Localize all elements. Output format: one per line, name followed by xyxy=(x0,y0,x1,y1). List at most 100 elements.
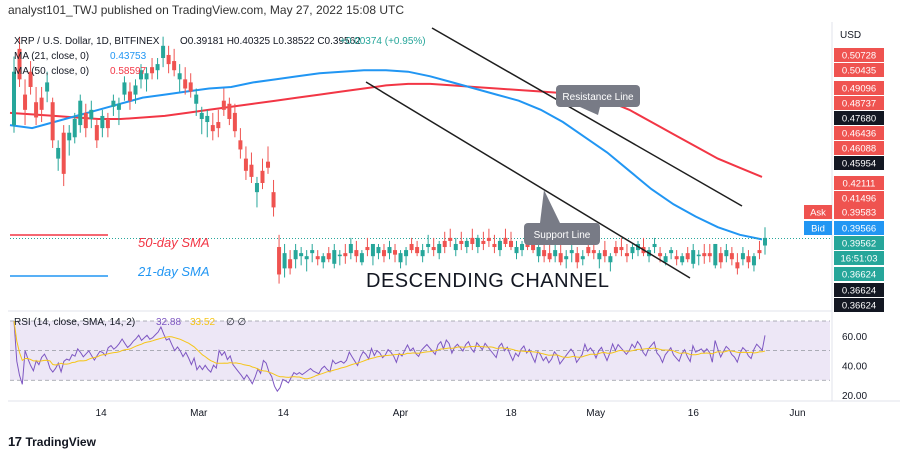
price-tag-bg xyxy=(834,48,884,62)
price-tag-bg xyxy=(834,126,884,140)
price-tag-label: 0.50728 xyxy=(842,51,876,62)
candle-body xyxy=(183,79,188,89)
candle-body xyxy=(591,250,596,254)
support-line xyxy=(365,81,691,279)
price-tag-bg xyxy=(834,236,884,250)
candle-body xyxy=(238,140,243,150)
candle-body xyxy=(486,237,491,241)
candle-body xyxy=(172,61,177,71)
candle-body xyxy=(420,250,425,257)
candle-body xyxy=(729,253,734,260)
rsi-tick-label: 60.00 xyxy=(842,332,867,343)
price-tag-label: 0.47680 xyxy=(842,114,876,125)
candle-body xyxy=(663,256,668,263)
price-tag-bg xyxy=(834,176,884,190)
candle-body xyxy=(746,256,751,263)
sma50-label: 50-day SMA xyxy=(138,235,210,250)
price-tag-label: 0.36624 xyxy=(842,286,876,297)
candle-body xyxy=(702,253,707,257)
candle-body xyxy=(155,64,160,71)
time-tick-label: 14 xyxy=(278,408,290,419)
price-tag-label: 0.41496 xyxy=(842,194,876,205)
candle-body xyxy=(376,247,381,254)
support-callout-box xyxy=(524,223,600,245)
candle-body xyxy=(531,243,536,251)
currency-label: USD xyxy=(840,30,861,41)
ma-legend-label: MA (50, close, 0) xyxy=(14,66,89,77)
candle-body xyxy=(740,253,745,260)
candle-body xyxy=(564,256,569,260)
rsi-nan-glyphs: ∅ ∅ xyxy=(226,317,246,328)
candle-body xyxy=(735,262,740,269)
candle-body xyxy=(575,253,580,263)
candle-body xyxy=(166,54,171,65)
time-tick-label: 16 xyxy=(688,408,700,419)
candle-body xyxy=(139,70,144,80)
candle-body xyxy=(343,253,348,257)
candle-body xyxy=(266,161,271,168)
candle-body xyxy=(757,250,762,254)
candle-body xyxy=(100,115,105,129)
candle-body xyxy=(658,253,663,257)
price-tag-bg xyxy=(834,111,884,125)
candle-body xyxy=(497,240,502,251)
candle-body xyxy=(17,48,22,80)
candle-body xyxy=(23,94,28,110)
resistance-line xyxy=(431,27,743,207)
candle-body xyxy=(365,247,370,251)
price-tag-bg xyxy=(834,221,884,235)
candle-body xyxy=(680,256,685,263)
ma-legend-label: MA (21, close, 0) xyxy=(14,51,89,62)
time-tick-label: May xyxy=(586,408,605,419)
rsi-ma-line xyxy=(13,320,766,380)
candle-body xyxy=(685,253,690,260)
ohlc-change: +0.00374 (+0.95%) xyxy=(340,36,426,47)
resistance-callout-box xyxy=(556,85,640,107)
candle-body xyxy=(387,247,392,254)
candle-body xyxy=(194,94,199,104)
candle-body xyxy=(271,192,276,208)
candle-body xyxy=(569,250,574,254)
candle-body xyxy=(580,256,585,260)
candle-body xyxy=(558,253,563,263)
publisher-line: analyst101_TWJ published on TradingView.… xyxy=(8,3,404,17)
candle-body xyxy=(67,132,72,141)
candle-body xyxy=(437,243,442,254)
candle-body xyxy=(602,250,607,257)
candle-body xyxy=(332,250,337,264)
rsi-legend-label: RSI (14, close, SMA, 14, 2) xyxy=(14,317,135,328)
support-callout-pointer xyxy=(540,190,560,223)
candle-body xyxy=(426,243,431,248)
candle-body xyxy=(398,253,403,263)
candle-body xyxy=(542,250,547,257)
candle-body xyxy=(304,256,309,260)
candle-body xyxy=(470,237,475,244)
candle-body xyxy=(718,253,723,263)
candle-body xyxy=(415,247,420,254)
candle-body xyxy=(116,103,121,110)
candle-body xyxy=(61,132,66,174)
price-tag-label: 0.39566 xyxy=(842,224,876,235)
candle-body xyxy=(337,254,342,257)
candle-body xyxy=(674,256,679,260)
price-tag-label: 0.48737 xyxy=(842,99,876,110)
tradingview-brand: 17 TradingView xyxy=(8,434,96,449)
ask-tag-bg xyxy=(804,205,832,219)
ma-legend-value: 0.43753 xyxy=(110,51,147,62)
candle-body xyxy=(508,240,513,248)
candle-body xyxy=(105,118,110,129)
time-tick-label: 18 xyxy=(506,408,518,419)
ma50-line xyxy=(9,82,763,178)
price-tag-label: 0.39562 xyxy=(842,239,876,250)
candle-body xyxy=(481,240,486,244)
candle-body xyxy=(127,91,132,101)
candle-body xyxy=(122,82,127,95)
candle-body xyxy=(133,85,138,95)
bid-tag-bg xyxy=(804,221,832,235)
price-tag-bg xyxy=(834,156,884,170)
candle-body xyxy=(78,100,83,126)
candle-body xyxy=(111,100,116,107)
ma-legend-value: 0.58597 xyxy=(110,66,147,77)
candle-body xyxy=(442,240,447,248)
